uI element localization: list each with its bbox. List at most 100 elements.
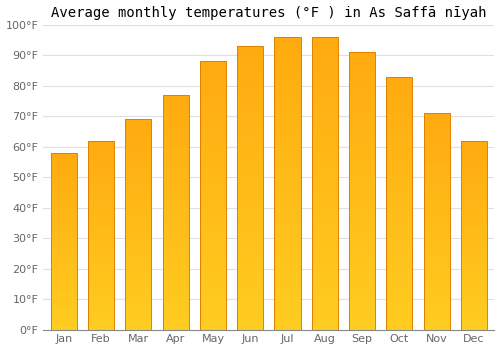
Bar — [88, 269, 114, 271]
Bar — [126, 319, 152, 321]
Bar — [424, 250, 450, 252]
Bar — [386, 239, 412, 241]
Bar — [126, 243, 152, 245]
Bar — [424, 200, 450, 202]
Bar — [50, 243, 77, 245]
Bar — [126, 298, 152, 300]
Bar — [162, 123, 188, 125]
Bar — [424, 165, 450, 167]
Bar — [349, 194, 375, 196]
Bar — [88, 203, 114, 205]
Bar — [386, 236, 412, 239]
Bar — [274, 300, 300, 303]
Bar — [274, 139, 300, 142]
Bar — [386, 251, 412, 254]
Bar — [461, 313, 487, 314]
Bar — [424, 325, 450, 327]
Bar — [50, 252, 77, 254]
Bar — [126, 193, 152, 195]
Bar — [312, 57, 338, 61]
Bar — [461, 298, 487, 299]
Bar — [312, 119, 338, 122]
Bar — [162, 243, 188, 245]
Bar — [424, 150, 450, 152]
Bar — [349, 55, 375, 58]
Bar — [200, 91, 226, 94]
Bar — [88, 176, 114, 178]
Bar — [88, 152, 114, 154]
Bar — [424, 317, 450, 319]
Bar — [424, 122, 450, 124]
Bar — [312, 145, 338, 148]
Bar — [461, 194, 487, 195]
Bar — [200, 236, 226, 238]
Bar — [200, 145, 226, 147]
Bar — [274, 134, 300, 136]
Bar — [312, 63, 338, 66]
Bar — [162, 299, 188, 301]
Bar — [461, 267, 487, 269]
Bar — [237, 279, 264, 281]
Bar — [312, 224, 338, 227]
Bar — [274, 40, 300, 43]
Bar — [200, 174, 226, 177]
Bar — [162, 250, 188, 252]
Bar — [312, 157, 338, 160]
Bar — [424, 222, 450, 224]
Bar — [312, 192, 338, 195]
Bar — [237, 219, 264, 222]
Bar — [50, 257, 77, 259]
Bar — [126, 239, 152, 241]
Bar — [88, 186, 114, 188]
Bar — [424, 226, 450, 228]
Bar — [274, 183, 300, 186]
Bar — [274, 125, 300, 128]
Bar — [424, 230, 450, 232]
Bar — [162, 217, 188, 219]
Bar — [386, 314, 412, 317]
Bar — [461, 163, 487, 165]
Bar — [200, 260, 226, 262]
Bar — [126, 323, 152, 326]
Bar — [312, 55, 338, 57]
Bar — [424, 290, 450, 293]
Bar — [50, 181, 77, 183]
Bar — [274, 49, 300, 52]
Bar — [461, 142, 487, 145]
Bar — [237, 228, 264, 230]
Bar — [349, 232, 375, 235]
Bar — [274, 248, 300, 251]
Bar — [237, 142, 264, 145]
Bar — [126, 317, 152, 319]
Bar — [50, 271, 77, 273]
Bar — [200, 120, 226, 123]
Bar — [162, 215, 188, 217]
Bar — [274, 265, 300, 268]
Bar — [461, 311, 487, 313]
Bar — [424, 284, 450, 286]
Bar — [386, 226, 412, 229]
Bar — [162, 175, 188, 177]
Bar — [200, 94, 226, 96]
Bar — [126, 201, 152, 203]
Bar — [349, 202, 375, 205]
Bar — [88, 288, 114, 290]
Bar — [461, 150, 487, 152]
Bar — [200, 252, 226, 254]
Bar — [200, 139, 226, 142]
Bar — [50, 259, 77, 261]
Bar — [237, 83, 264, 86]
Bar — [162, 292, 188, 294]
Bar — [162, 219, 188, 222]
Bar — [126, 220, 152, 222]
Bar — [312, 104, 338, 107]
Bar — [274, 157, 300, 160]
Bar — [349, 94, 375, 97]
Bar — [162, 104, 188, 107]
Bar — [50, 172, 77, 174]
Bar — [237, 287, 264, 290]
Bar — [88, 326, 114, 328]
Bar — [386, 147, 412, 150]
Bar — [312, 169, 338, 172]
Bar — [50, 232, 77, 234]
